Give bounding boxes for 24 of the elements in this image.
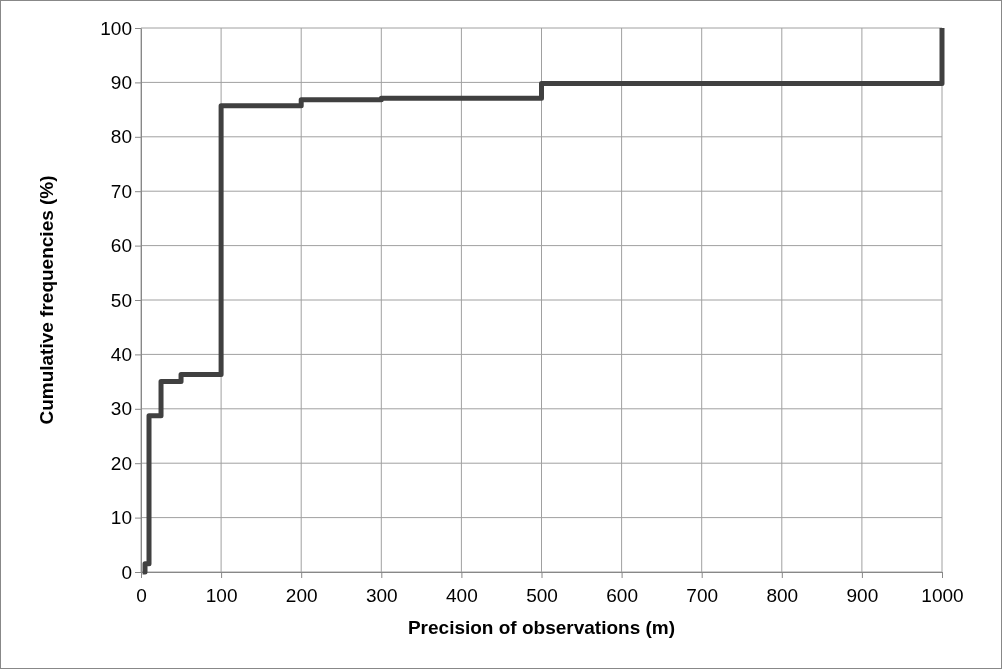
y-tick-label: 100 [100, 17, 132, 39]
y-tick-label: 10 [110, 507, 132, 529]
y-tick-label: 80 [110, 126, 132, 148]
x-tick-label: 700 [686, 584, 719, 606]
x-tick-label: 200 [285, 584, 318, 606]
y-tick-label: 40 [110, 343, 132, 365]
y-tick-label: 30 [110, 398, 132, 420]
y-tick-label: 90 [110, 71, 132, 93]
x-axis-title: Precision of observations (m) [407, 617, 676, 638]
x-tick-label: 800 [766, 584, 799, 606]
x-tick-label: 300 [365, 584, 398, 606]
y-tick-label: 20 [110, 452, 132, 474]
x-tick-label: 900 [846, 584, 879, 606]
x-tick-label: 100 [205, 584, 238, 606]
x-tick-label: 400 [446, 584, 478, 606]
y-tick-label: 0 [121, 561, 132, 583]
y-tick-label: 50 [110, 289, 132, 311]
y-tick-label: 60 [110, 235, 132, 257]
y-tick-label: 70 [110, 180, 132, 202]
x-tick-label: 1000 [921, 584, 964, 606]
y-axis-title: Cumulative frequencies (%) [36, 175, 57, 425]
x-tick-label: 500 [526, 584, 558, 606]
x-tick-label: 0 [136, 584, 147, 606]
x-tick-label: 600 [606, 584, 638, 606]
